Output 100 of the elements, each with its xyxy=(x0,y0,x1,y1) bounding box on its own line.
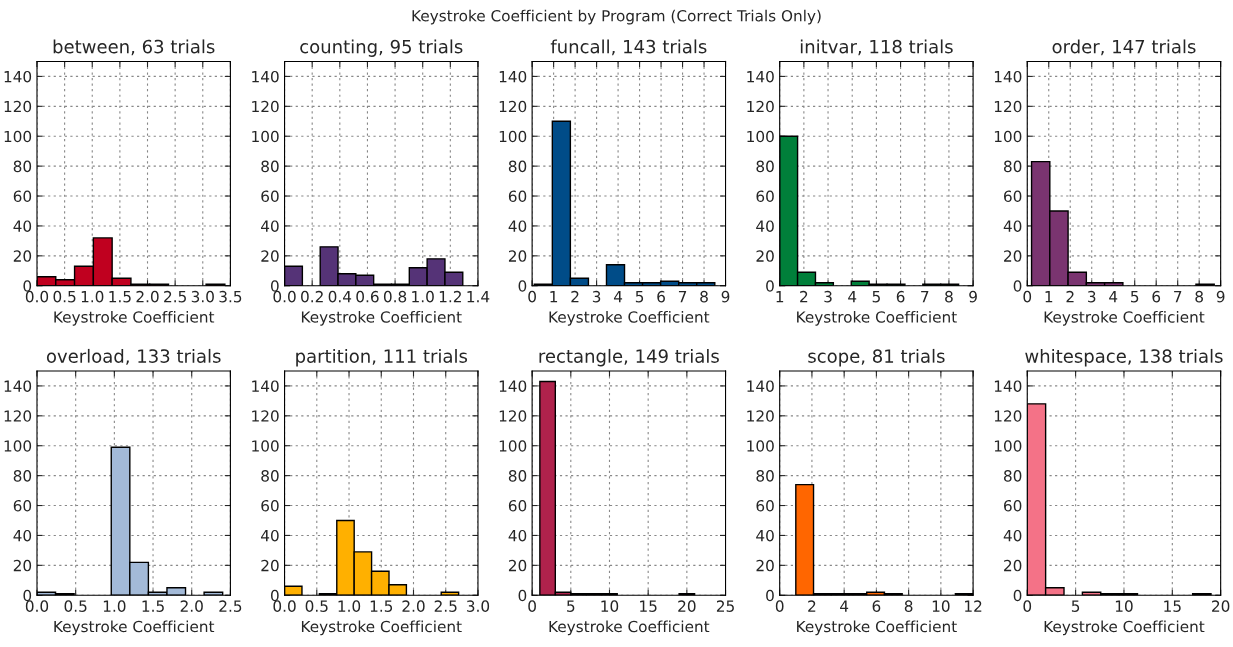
y-tick-label: 40 xyxy=(508,529,527,542)
y-tick-label: 60 xyxy=(508,500,527,512)
y-tick-label: 40 xyxy=(756,220,774,232)
y-tick-label: 60 xyxy=(13,500,32,512)
x-axis-title: Keystroke Coefficient xyxy=(549,310,710,326)
x-axis-title: Keystroke Coefficient xyxy=(797,310,957,326)
x-tick-label: 8 xyxy=(904,600,913,612)
y-tick-label: 140 xyxy=(252,70,279,83)
y-tick-label: 80 xyxy=(756,470,774,482)
chart-title: whitespace, 138 trials xyxy=(1025,348,1223,367)
y-tick-label: 80 xyxy=(1003,160,1022,173)
x-tick-label: 4 xyxy=(1109,291,1118,303)
y-tick-label: 0 xyxy=(1013,589,1022,602)
y-tick-label: 100 xyxy=(4,440,32,452)
x-tick-label: 2 xyxy=(571,290,579,303)
x-axis-title: Keystroke Coefficient xyxy=(54,620,215,636)
x-tick-label: 2.0 xyxy=(136,290,159,303)
y-tick-label: 40 xyxy=(1003,220,1022,232)
y-tick-label: 20 xyxy=(1004,250,1022,262)
x-tick-label: 9 xyxy=(721,290,730,303)
x-tick-label: 15 xyxy=(640,600,657,612)
y-tick-label: 20 xyxy=(756,559,774,572)
x-tick-label: 0 xyxy=(528,600,536,612)
y-tick-label: 40 xyxy=(756,529,774,542)
x-tick-label: 5 xyxy=(1131,291,1139,303)
x-tick-label: 10 xyxy=(601,600,619,612)
x-tick-label: 12 xyxy=(965,600,982,612)
y-tick-label: 20 xyxy=(1004,559,1022,572)
x-tick-label: 3 xyxy=(592,290,601,303)
x-tick-label: 6 xyxy=(896,290,905,303)
x-tick-label: 15 xyxy=(1164,600,1181,612)
x-tick-label: 0.4 xyxy=(328,290,352,303)
x-tick-label: 2.0 xyxy=(402,600,425,612)
y-tick-label: 20 xyxy=(508,250,527,262)
y-tick-label: 140 xyxy=(252,380,279,392)
x-tick-label: 8 xyxy=(700,290,708,303)
y-tick-label: 100 xyxy=(252,440,279,452)
x-tick-label: 0.6 xyxy=(356,290,379,303)
y-tick-label: 0 xyxy=(766,280,774,292)
y-tick-label: 80 xyxy=(1003,470,1022,482)
y-tick-label: 140 xyxy=(499,70,527,83)
y-tick-label: 0 xyxy=(23,280,32,292)
y-tick-label: 140 xyxy=(4,70,32,83)
y-tick-label: 0 xyxy=(1013,280,1022,292)
x-axis-title: Keystroke Coefficient xyxy=(549,620,710,636)
chart-title: initvar, 118 trials xyxy=(800,39,953,56)
y-tick-label: 80 xyxy=(508,470,527,482)
y-tick-label: 120 xyxy=(252,410,279,422)
x-tick-label: 1.0 xyxy=(412,290,434,303)
y-tick-label: 120 xyxy=(994,100,1022,113)
x-tick-label: 1.5 xyxy=(370,600,393,612)
y-tick-label: 140 xyxy=(994,70,1022,83)
y-tick-label: 60 xyxy=(13,190,32,203)
x-tick-label: 1.2 xyxy=(439,290,461,303)
y-tick-label: 0 xyxy=(518,589,527,602)
y-tick-label: 120 xyxy=(994,410,1022,422)
x-tick-label: 8 xyxy=(945,290,953,303)
chart-title: overload, 133 trials xyxy=(46,348,221,365)
x-tick-label: 1.0 xyxy=(103,600,126,612)
y-tick-label: 120 xyxy=(4,410,32,422)
x-tick-label: 1 xyxy=(550,291,558,303)
y-tick-label: 0 xyxy=(270,280,279,292)
y-tick-label: 100 xyxy=(499,130,527,143)
y-tick-label: 100 xyxy=(4,130,32,143)
chart-title: between, 63 trials xyxy=(53,39,215,56)
x-tick-label: 5 xyxy=(567,600,575,612)
x-tick-label: 3.5 xyxy=(219,290,242,303)
x-tick-label: 3.0 xyxy=(191,290,214,303)
y-tick-label: 80 xyxy=(756,160,774,173)
y-tick-label: 140 xyxy=(4,380,32,392)
text: Keystroke Coefficient by Program (Correct Trials Only) xyxy=(412,9,821,25)
x-tick-label: 2 xyxy=(800,290,808,303)
y-tick-label: 100 xyxy=(499,440,527,452)
chart-title: partition, 111 trials xyxy=(296,348,468,367)
y-tick-label: 40 xyxy=(261,220,279,232)
x-axis-title: Keystroke Coefficient xyxy=(1044,620,1205,636)
y-tick-label: 80 xyxy=(261,470,279,482)
x-tick-label: 20 xyxy=(1212,600,1230,612)
x-tick-label: 4 xyxy=(613,291,623,303)
y-tick-label: 120 xyxy=(747,100,774,113)
x-tick-label: 5 xyxy=(635,291,644,303)
x-tick-label: 0.0 xyxy=(273,290,296,303)
y-tick-label: 80 xyxy=(13,160,32,173)
chart-title: rectangle, 149 trials xyxy=(539,348,719,367)
y-tick-label: 120 xyxy=(4,100,32,113)
x-axis-title: Keystroke Coefficient xyxy=(797,620,957,636)
y-tick-label: 80 xyxy=(261,160,279,173)
y-tick-label: 60 xyxy=(1004,190,1022,203)
y-tick-label: 120 xyxy=(747,410,774,422)
x-tick-label: 2.0 xyxy=(180,600,203,612)
y-tick-label: 140 xyxy=(747,380,774,392)
x-tick-label: 3 xyxy=(824,290,832,303)
x-tick-label: 1.5 xyxy=(142,600,164,612)
y-tick-label: 140 xyxy=(994,380,1022,392)
y-tick-label: 100 xyxy=(994,130,1022,143)
x-tick-label: 0.8 xyxy=(383,290,407,303)
x-tick-label: 7 xyxy=(921,291,929,303)
y-tick-label: 40 xyxy=(1003,529,1022,542)
y-tick-label: 100 xyxy=(994,440,1022,452)
y-tick-label: 60 xyxy=(756,190,774,203)
